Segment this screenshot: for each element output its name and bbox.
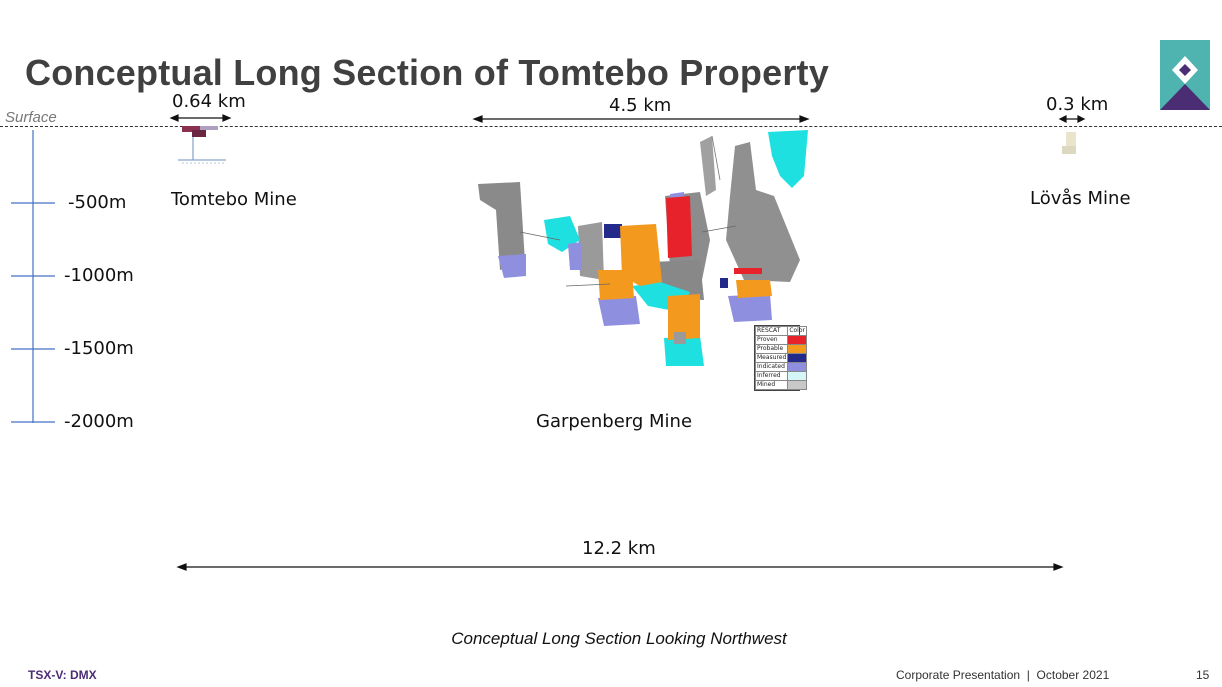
slide-title: Conceptual Long Section of Tomtebo Prope… <box>25 52 829 93</box>
legend-label-mined: Mined <box>754 380 789 390</box>
legend-label-inferred: Inferred <box>754 371 789 381</box>
legend-header-category: RESCAT <box>754 326 789 336</box>
legend-swatch-proven <box>787 335 807 345</box>
depth-axis <box>11 130 55 423</box>
lovas-width-label: 0.3 km <box>1046 94 1109 115</box>
depth-label-1000: -1000m <box>64 265 134 286</box>
total-distance-arrow <box>176 563 1064 571</box>
legend-swatch-measured <box>787 353 807 363</box>
lovas-workings <box>1062 132 1076 154</box>
tomtebo-width-arrow <box>169 114 232 122</box>
tomtebo-width-label: 0.64 km <box>172 91 246 112</box>
footer-presentation-info: Corporate Presentation | October 2021 <box>896 668 1110 682</box>
legend-swatch-indicated <box>787 362 807 372</box>
tomtebo-workings <box>178 126 226 164</box>
depth-label-500: -500m <box>68 192 127 213</box>
surface-label: Surface <box>5 109 57 126</box>
company-logo <box>1160 40 1210 110</box>
depth-label-2000: -2000m <box>64 411 134 432</box>
resource-category-legend: RESCAT Color Proven Probable Measured In… <box>754 325 807 391</box>
surface-line <box>0 126 1222 127</box>
lovas-width-arrow <box>1058 115 1086 123</box>
legend-swatch-mined <box>787 380 807 390</box>
garpenberg-mine-label: Garpenberg Mine <box>536 411 693 432</box>
legend-swatch-probable <box>787 344 807 354</box>
legend-label-probable: Probable <box>754 344 789 354</box>
legend-label-indicated: Indicated <box>754 362 789 372</box>
garpenberg-width-arrow <box>472 115 810 123</box>
depth-label-1500: -1500m <box>64 338 134 359</box>
footer-ticker: TSX-V: DMX <box>28 668 97 682</box>
figure-caption: Conceptual Long Section Looking Northwes… <box>451 629 787 648</box>
total-distance-label: 12.2 km <box>582 538 656 559</box>
garpenberg-block-model <box>478 130 808 366</box>
legend-swatch-inferred <box>787 371 807 381</box>
legend-label-proven: Proven <box>754 335 789 345</box>
garpenberg-width-label: 4.5 km <box>609 95 672 116</box>
page-number: 15 <box>1196 668 1210 682</box>
lovas-mine-label: Lövås Mine <box>1030 188 1131 209</box>
legend-header-color: Color <box>787 326 807 336</box>
legend-label-measured: Measured <box>754 353 789 363</box>
tomtebo-mine-label: Tomtebo Mine <box>171 189 297 210</box>
